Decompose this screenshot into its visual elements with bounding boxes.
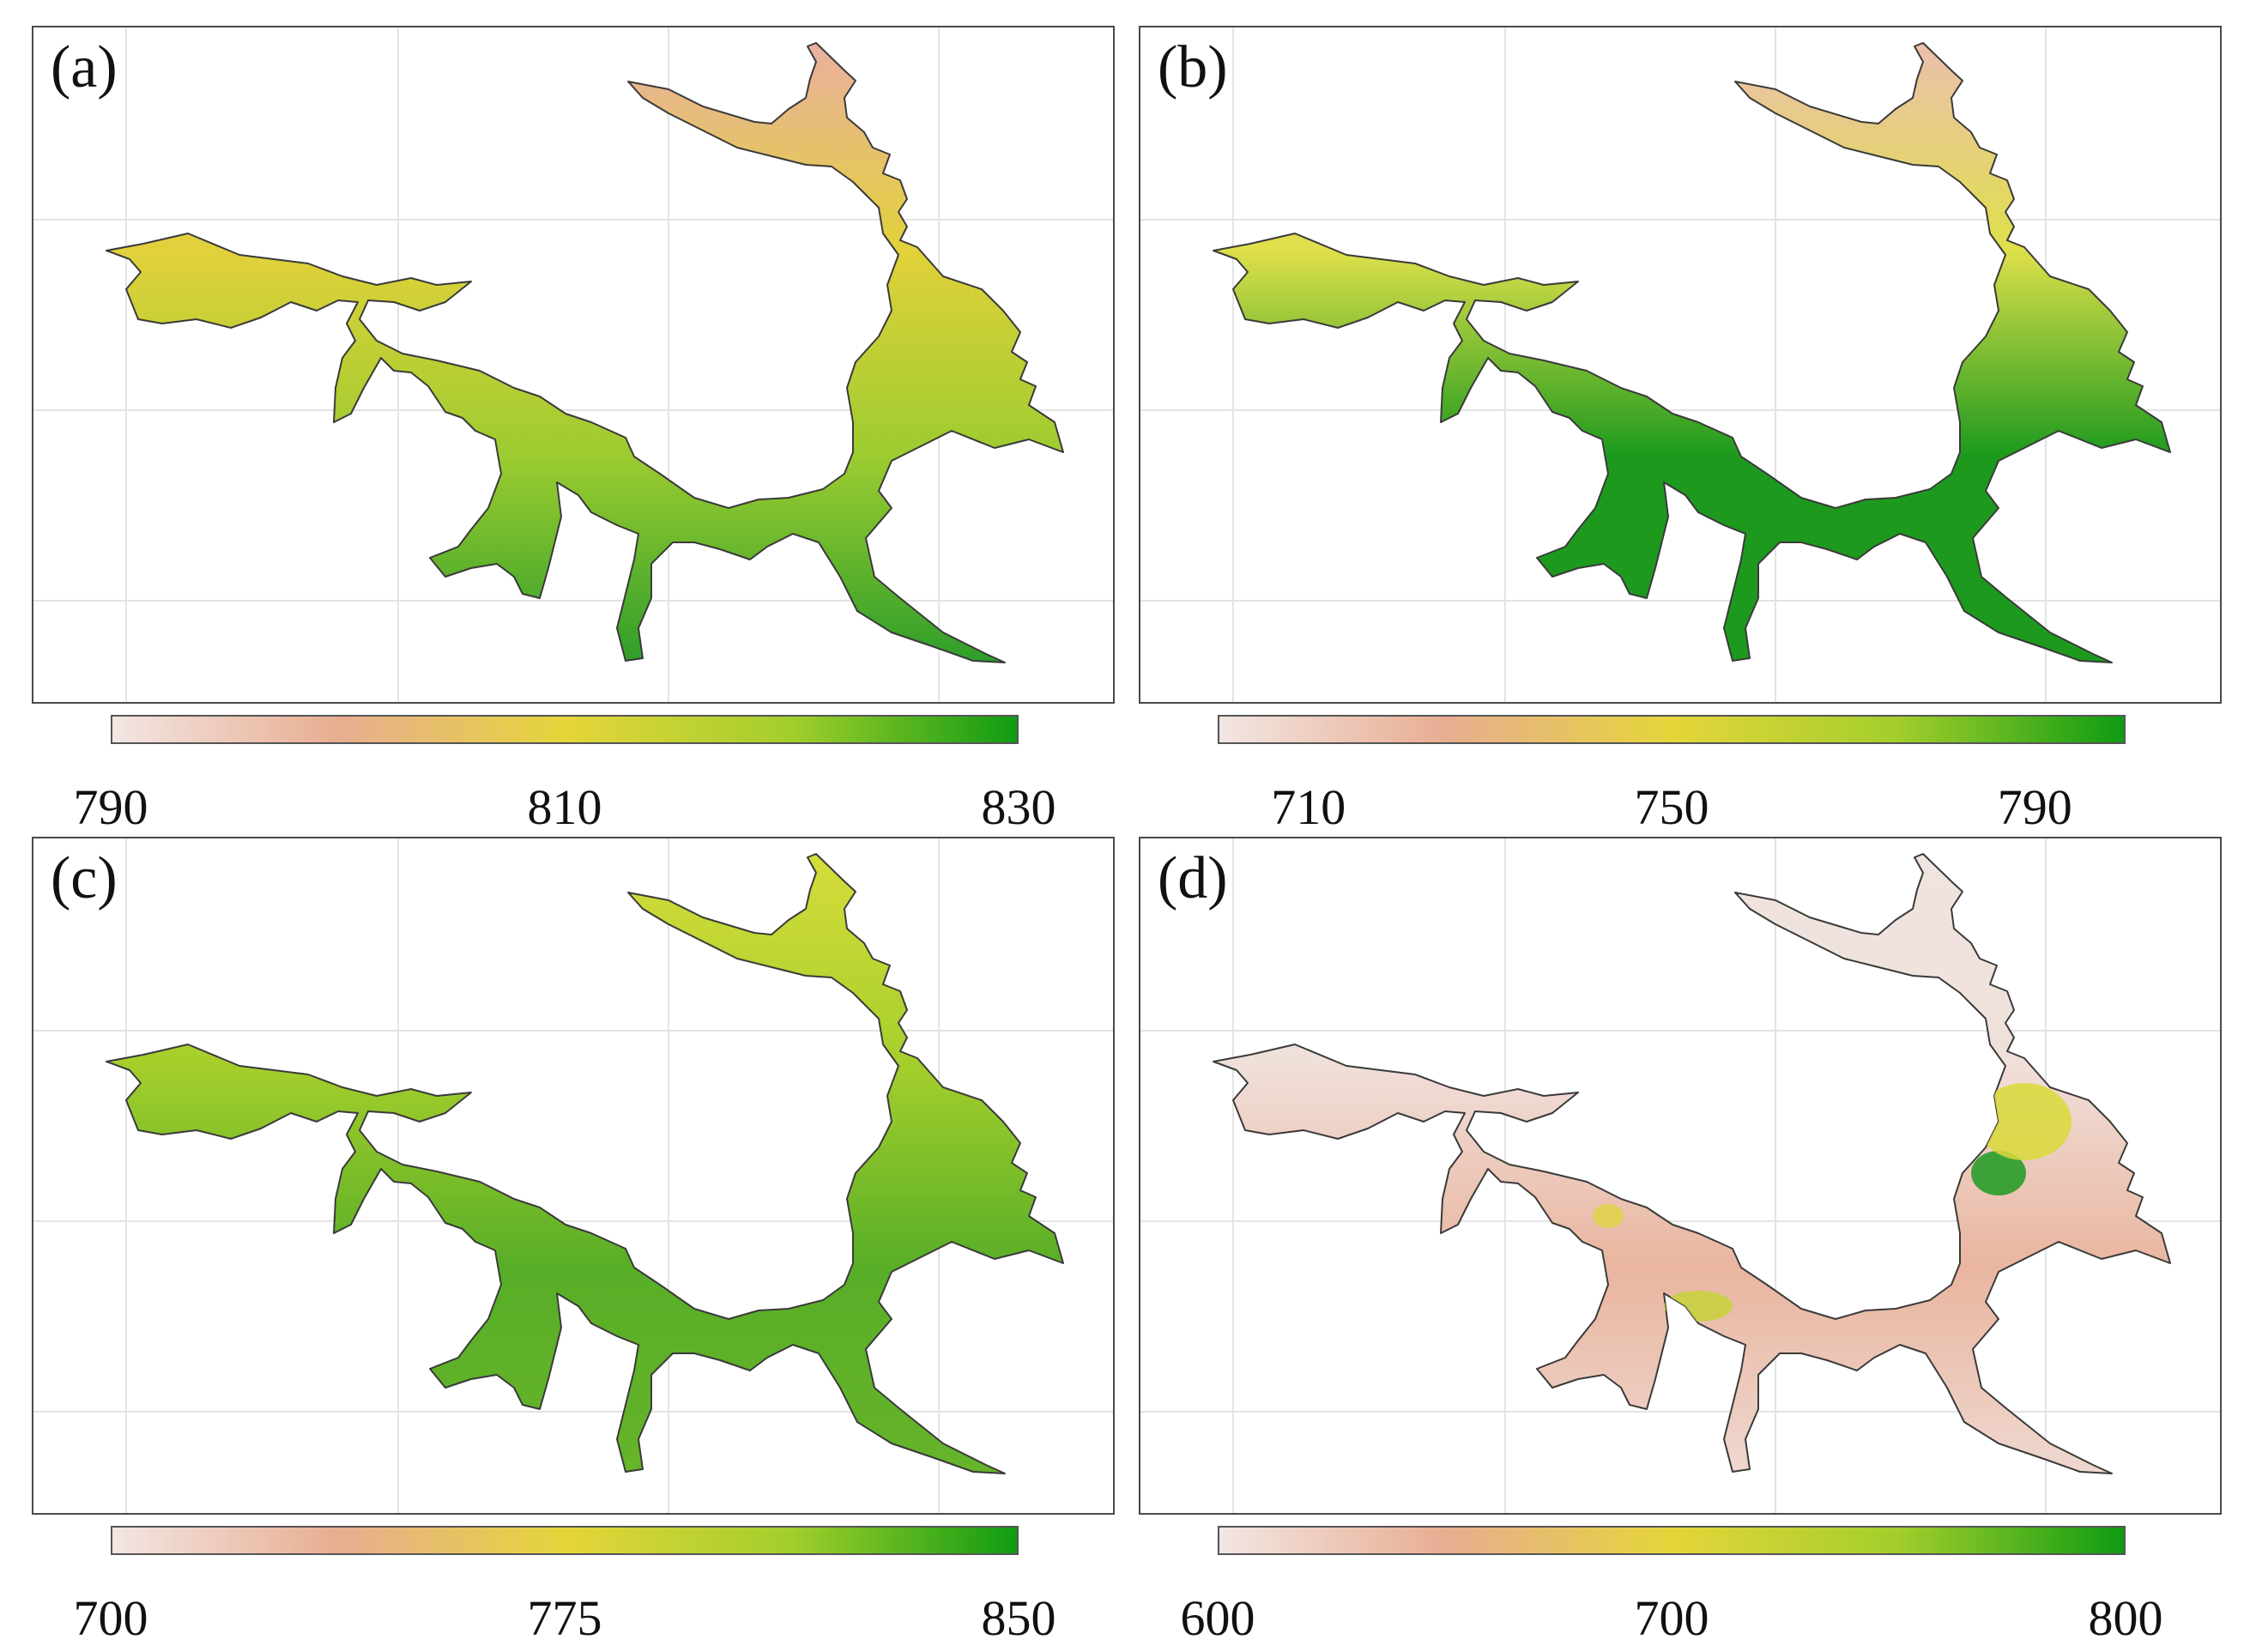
panel-label: (d) [1158, 845, 1228, 911]
map-frame: (b) [1139, 26, 2222, 704]
colorbar-tick-label: 830 [981, 779, 1056, 835]
map-canvas [1140, 838, 2220, 1513]
reservoir-shape [1213, 42, 2171, 663]
colorbar-tick-label: 700 [73, 1590, 148, 1646]
colorbar [1218, 715, 2126, 744]
colorbar [1218, 1526, 2126, 1555]
colorbar-tick-label: 700 [1634, 1590, 1709, 1646]
colorbar-tick-label: 790 [73, 779, 148, 835]
colorbar-tick-label: 810 [527, 779, 602, 835]
colorbar-tick-label: 600 [1180, 1590, 1255, 1646]
colorbar [111, 1526, 1019, 1555]
colorbar-tick-label: 800 [2088, 1590, 2163, 1646]
reservoir-shape [106, 853, 1064, 1474]
value-hotspot [1664, 1291, 1733, 1322]
reservoir-shape [106, 42, 1064, 663]
map-frame: (a) [32, 26, 1115, 704]
reservoir-shape [1213, 853, 2171, 1474]
map-canvas [1140, 27, 2220, 702]
value-hotspot [1977, 1083, 2072, 1160]
map-frame: (d) [1139, 837, 2222, 1515]
value-hotspot [1593, 1204, 1624, 1228]
colorbar-tick-label: 850 [981, 1590, 1056, 1646]
colorbar-tick-label: 710 [1271, 779, 1346, 835]
map-canvas [33, 27, 1113, 702]
panel-label: (a) [51, 34, 118, 100]
colorbar-tick-label: 790 [1997, 779, 2072, 835]
map-frame: (c) [32, 837, 1115, 1515]
panel-label: (b) [1158, 34, 1228, 100]
colorbar-tick-label: 750 [1634, 779, 1709, 835]
colorbar-tick-label: 775 [527, 1590, 602, 1646]
map-canvas [33, 838, 1113, 1513]
panel-label: (c) [51, 845, 118, 911]
colorbar [111, 715, 1019, 744]
value-hotspot [1971, 1151, 2026, 1195]
